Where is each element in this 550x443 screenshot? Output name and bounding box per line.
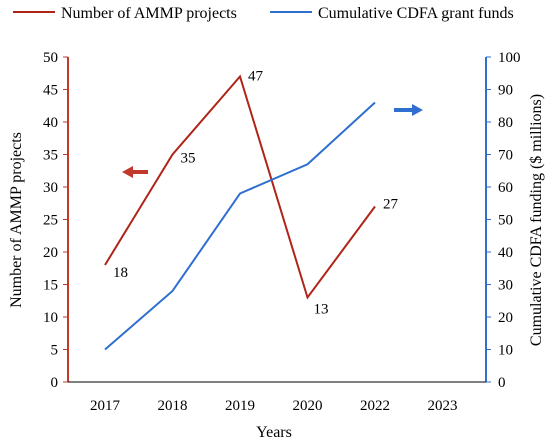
legend: Number of AMMP projects Cumulative CDFA … <box>13 5 514 22</box>
right-y-tick-label: 40 <box>498 245 513 261</box>
x-tick-label: 2023 <box>428 398 458 414</box>
right-y-tick-label: 50 <box>498 213 513 229</box>
right-y-tick-label: 90 <box>498 83 513 99</box>
series-line-cdfa-funds <box>104 101 376 351</box>
left-y-tick-label: 5 <box>51 343 59 359</box>
left-y-tick-label: 50 <box>43 50 58 66</box>
right-y-tick-label: 80 <box>498 115 513 131</box>
left-y-tick-label: 20 <box>43 245 58 261</box>
left-y-tick-label: 30 <box>43 180 58 196</box>
data-label-projects: 47 <box>248 69 264 85</box>
data-label-projects: 35 <box>181 151 196 167</box>
x-tick-label: 2017 <box>90 398 121 414</box>
x-tick-labels: 2017 2018 2019 2020 2022 2023 <box>90 398 458 414</box>
left-y-tick-label: 15 <box>43 278 58 294</box>
right-y-tick-label: 30 <box>498 278 513 294</box>
left-y-axis-title: Number of AMMP projects <box>8 132 25 308</box>
right-axis-arrow-icon <box>394 104 423 116</box>
right-y-tick-label: 0 <box>498 375 506 391</box>
left-y-tick-label: 45 <box>43 83 58 99</box>
right-y-tick-label: 10 <box>498 343 513 359</box>
data-label-projects: 13 <box>314 302 329 318</box>
legend-label-projects: Number of AMMP projects <box>61 5 237 22</box>
left-y-tick-label: 0 <box>51 375 59 391</box>
right-y-tick-label: 20 <box>498 310 513 326</box>
left-y-tick-label: 35 <box>43 148 58 164</box>
left-axis-arrow-icon <box>122 166 148 178</box>
data-label-projects: 27 <box>383 197 399 213</box>
right-y-tick-labels: 0 10 20 30 40 50 60 70 80 90 100 <box>486 50 521 391</box>
series-line-ammp-projects <box>104 74 376 300</box>
left-y-tick-label: 40 <box>43 115 58 131</box>
legend-label-funds: Cumulative CDFA grant funds <box>318 5 514 22</box>
right-y-tick-label: 100 <box>498 50 521 66</box>
x-tick-label: 2022 <box>360 398 390 414</box>
data-label-projects: 18 <box>113 265 128 281</box>
left-y-tick-label: 10 <box>43 310 58 326</box>
right-y-axis-title: Cumulative CDFA funding ($ millions) <box>528 94 545 346</box>
left-y-tick-label: 25 <box>43 213 58 229</box>
x-tick-label: 2020 <box>293 398 323 414</box>
x-axis-title: Years <box>256 424 292 441</box>
data-labels: 18 35 47 13 27 <box>113 69 399 318</box>
x-tick-label: 2019 <box>225 398 255 414</box>
x-tick-label: 2018 <box>158 398 188 414</box>
right-y-tick-label: 70 <box>498 148 513 164</box>
left-y-tick-labels: 0 5 10 15 20 25 30 35 40 45 50 <box>43 50 68 391</box>
right-y-tick-label: 60 <box>498 180 513 196</box>
